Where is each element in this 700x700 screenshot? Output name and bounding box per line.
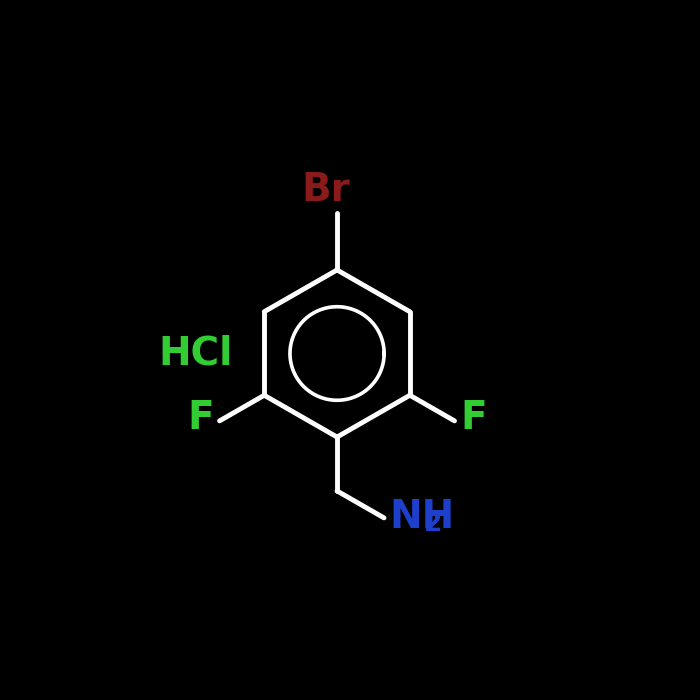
- Text: NH: NH: [389, 498, 455, 536]
- Text: HCl: HCl: [158, 335, 232, 372]
- Text: F: F: [460, 399, 486, 438]
- Text: 2: 2: [424, 512, 442, 538]
- Text: F: F: [188, 399, 214, 438]
- Text: Br: Br: [302, 171, 351, 209]
